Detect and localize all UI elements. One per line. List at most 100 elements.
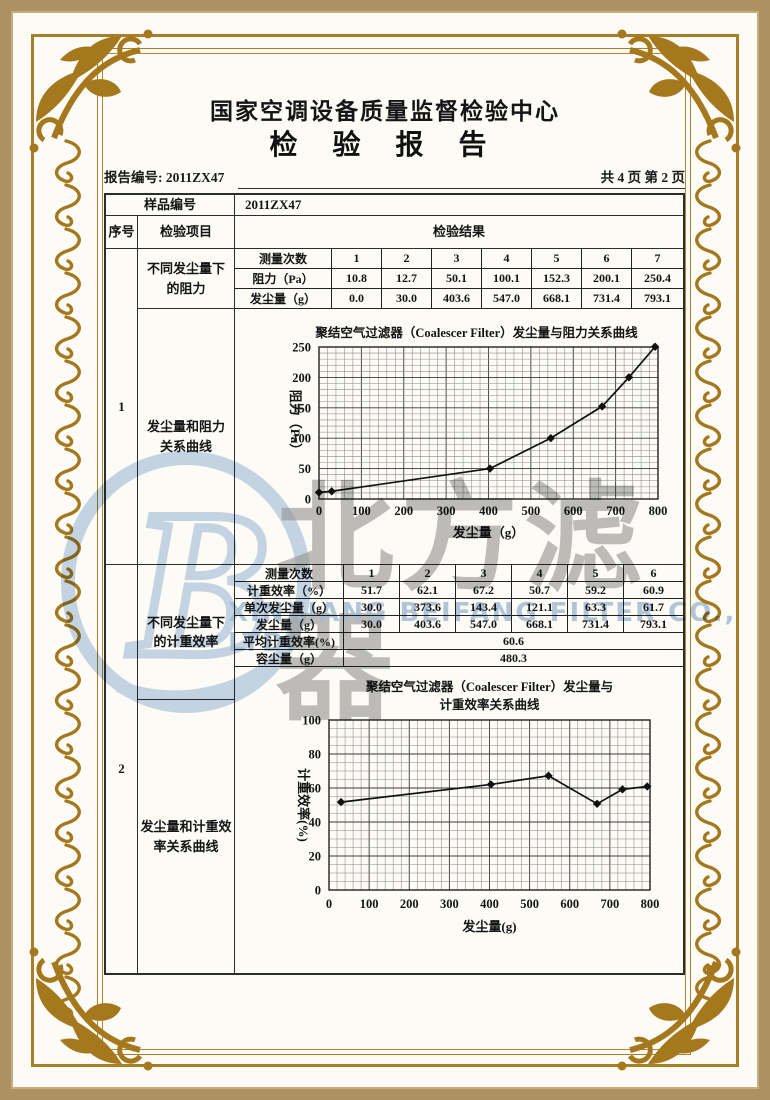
result-cell: 5 (532, 249, 582, 269)
corner-ornament-top-left (18, 18, 168, 168)
item-cell-efficiency: 不同发尘量下 的计重效率 (138, 565, 235, 700)
result-cell: 547.0 (482, 289, 532, 309)
result-cell: 793.1 (624, 616, 683, 633)
svg-text:100: 100 (292, 432, 311, 446)
result-cell: 测量次数 (235, 565, 344, 582)
svg-text:800: 800 (649, 504, 668, 518)
result-cell: 6 (582, 249, 632, 269)
svg-text:250: 250 (292, 341, 311, 355)
report-title: 检 验 报 告 (269, 130, 501, 161)
result-cell: 2 (400, 565, 456, 582)
result-cell: 1 (332, 249, 382, 269)
result-cell: 668.1 (512, 616, 568, 633)
side-scroll-ornament-right (692, 135, 738, 1040)
svg-text:100: 100 (352, 504, 371, 518)
svg-text:150: 150 (292, 401, 311, 415)
result-cell: 547.0 (456, 616, 512, 633)
result-cell: 59.2 (568, 582, 624, 599)
sample-number-label: 样品编号 (106, 195, 235, 216)
result-cell: 测量次数 (235, 249, 332, 269)
svg-text:400: 400 (479, 504, 498, 518)
result-cell: 3 (432, 249, 482, 269)
result-cell: 121.1 (512, 599, 568, 616)
svg-text:200: 200 (400, 897, 419, 911)
svg-text:700: 700 (606, 504, 625, 518)
result-cell: 30.0 (344, 599, 400, 616)
result-cell: 3 (456, 565, 512, 582)
result-cell: 10.8 (332, 269, 382, 289)
result-cell: 发尘量（g） (235, 616, 344, 633)
result-cell: 6 (624, 565, 683, 582)
result-cell: 480.3 (344, 650, 683, 667)
svg-text:200: 200 (394, 504, 413, 518)
side-scroll-ornament-left (38, 135, 84, 1040)
chart-2: 0 100 200 300 400 500 600 700 800 0 20 40 60 80 100 聚结空… (235, 667, 683, 973)
svg-text:发尘量(g): 发尘量(g) (461, 919, 516, 934)
item-cell-resistance: 不同发尘量下 的阻力 (138, 249, 235, 309)
svg-text:600: 600 (564, 504, 583, 518)
result-cell: 7 (632, 249, 683, 269)
item-cell-efficiency-curve: 发尘量和计重效 率关系曲线 (138, 700, 235, 973)
item-cell-resistance-curve: 发尘量和阻力 关系曲线 (138, 309, 235, 565)
result-cell: 容尘量（g） (235, 650, 344, 667)
svg-text:0: 0 (305, 493, 311, 507)
result-cell: 200.1 (582, 269, 632, 289)
org-title: 国家空调设备质量监督检验中心 (210, 99, 560, 124)
svg-text:阻力（Pa）: 阻力（Pa） (288, 390, 303, 456)
svg-text:计重效率关系曲线: 计重效率关系曲线 (439, 697, 540, 712)
seq-cell-1: 1 (106, 249, 138, 565)
result-cell: 5 (568, 565, 624, 582)
svg-text:40: 40 (309, 816, 322, 830)
result-cell: 100.1 (482, 269, 532, 289)
result-cell: 平均计重效率(%) (235, 633, 344, 650)
result-cell: 61.7 (624, 599, 683, 616)
svg-text:60: 60 (309, 782, 322, 796)
svg-text:300: 300 (437, 504, 456, 518)
seq-cell-2: 2 (106, 565, 138, 973)
sample-number-value: 2011ZX47 (235, 195, 683, 216)
result-cell: 373.6 (400, 599, 456, 616)
svg-text:80: 80 (309, 748, 322, 762)
column-header-result: 检验结果 (235, 216, 683, 249)
svg-text:20: 20 (309, 850, 322, 864)
result-region-1: 测量次数 1 2 3 4 5 6 7 阻力（Pa） 10.8 12.7 50.1 100.1 152.3 2… (235, 249, 683, 565)
result-cell: 4 (482, 249, 532, 269)
result-cell: 51.7 (344, 582, 400, 599)
result-cell: 50.7 (512, 582, 568, 599)
result-cell: 668.1 (532, 289, 582, 309)
border-frame-outer (31, 34, 739, 1067)
result-cell: 2 (382, 249, 432, 269)
svg-text:50: 50 (299, 462, 312, 476)
result-cell: 12.7 (382, 269, 432, 289)
page-info: 共 4 页 第 2 页 (600, 170, 685, 185)
result-cell: 发尘量（g） (235, 289, 332, 309)
result-cell: 67.2 (456, 582, 512, 599)
svg-text:计重效率(%): 计重效率(%) (296, 768, 311, 842)
result-cell: 0.0 (332, 289, 382, 309)
result-cell: 4 (512, 565, 568, 582)
svg-text:300: 300 (440, 897, 459, 911)
result-cell: 1 (344, 565, 400, 582)
result-cell: 403.6 (400, 616, 456, 633)
result-cell: 143.4 (456, 599, 512, 616)
column-header-seq: 序号 (106, 216, 138, 249)
result-cell: 63.3 (568, 599, 624, 616)
result-cell: 403.6 (432, 289, 482, 309)
svg-text:700: 700 (601, 897, 620, 911)
result-cell: 阻力（Pa） (235, 269, 332, 289)
result-cell: 793.1 (632, 289, 683, 309)
svg-text:0: 0 (326, 897, 332, 911)
result-region-2: 测量次数 1 2 3 4 5 6 计重效率（%） 51.7 62.1 67.2 50.7 59.2 60.… (235, 565, 683, 973)
result-cell: 30.0 (382, 289, 432, 309)
corner-ornament-top-right (602, 18, 752, 168)
result-cell: 50.1 (432, 269, 482, 289)
result-cell: 152.3 (532, 269, 582, 289)
corner-ornament-bottom-left (18, 932, 168, 1082)
svg-text:400: 400 (480, 897, 499, 911)
svg-text:500: 500 (522, 504, 541, 518)
result-cell: 计重效率（%） (235, 582, 344, 599)
svg-text:100: 100 (360, 897, 379, 911)
corner-ornament-bottom-right (602, 932, 752, 1082)
result-cell: 30.0 (344, 616, 400, 633)
